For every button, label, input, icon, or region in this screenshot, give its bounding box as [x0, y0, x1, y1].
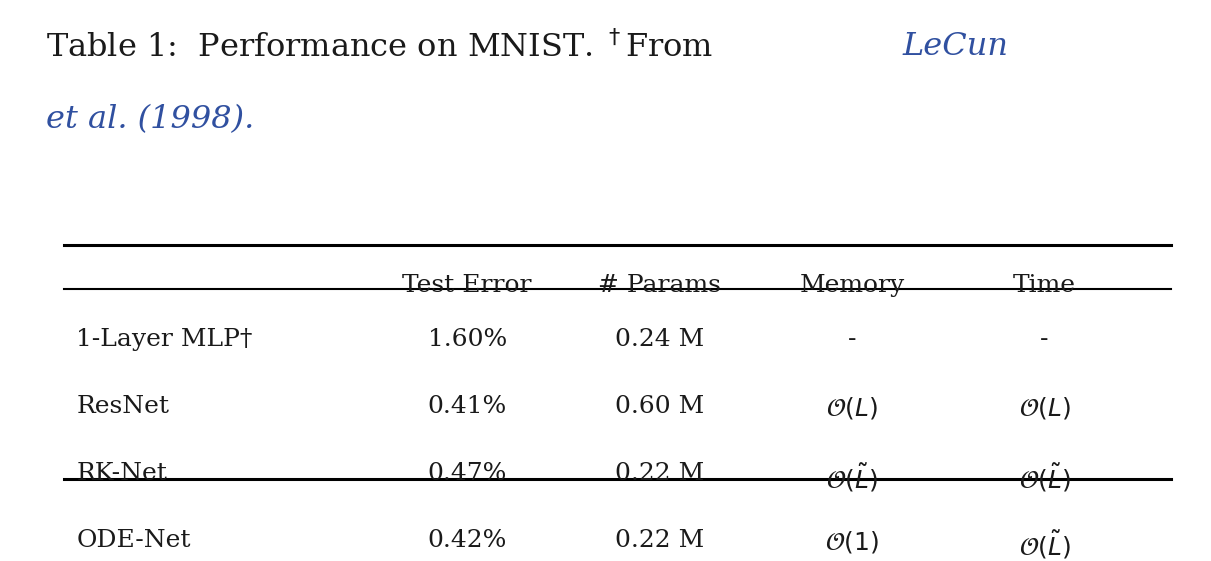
Text: 0.22 M: 0.22 M [615, 529, 705, 552]
Text: 0.24 M: 0.24 M [615, 328, 705, 351]
Text: ResNet: ResNet [76, 395, 170, 418]
Text: # Params: # Params [598, 274, 721, 297]
Text: 1-Layer MLP†: 1-Layer MLP† [76, 328, 253, 351]
Text: $\mathcal{O}(L)$: $\mathcal{O}(L)$ [826, 395, 878, 421]
Text: Table 1:  Performance on MNIST. $^\dagger$From: Table 1: Performance on MNIST. $^\dagger… [46, 31, 714, 63]
Text: $\mathcal{O}(\tilde{L})$: $\mathcal{O}(\tilde{L})$ [1018, 529, 1071, 561]
Text: RK-Net: RK-Net [76, 462, 167, 485]
Text: ODE-Net: ODE-Net [76, 529, 191, 552]
Text: Test Error: Test Error [402, 274, 532, 297]
Text: 0.47%: 0.47% [427, 462, 507, 485]
Text: 1.60%: 1.60% [427, 328, 507, 351]
Text: Time: Time [1012, 274, 1075, 297]
Text: 0.22 M: 0.22 M [615, 462, 705, 485]
Text: -: - [848, 328, 856, 351]
Text: $\mathcal{O}(\tilde{L})$: $\mathcal{O}(\tilde{L})$ [826, 462, 878, 494]
Text: $\mathcal{O}(1)$: $\mathcal{O}(1)$ [825, 529, 879, 555]
Text: 0.42%: 0.42% [427, 529, 507, 552]
Text: $\mathcal{O}(L)$: $\mathcal{O}(L)$ [1018, 395, 1071, 421]
Text: et al. (1998).: et al. (1998). [46, 104, 254, 135]
Text: Memory: Memory [799, 274, 905, 297]
Text: 0.41%: 0.41% [427, 395, 507, 418]
Text: LeCun: LeCun [902, 31, 1009, 62]
Text: $\mathcal{O}(\tilde{L})$: $\mathcal{O}(\tilde{L})$ [1018, 462, 1071, 494]
Text: 0.60 M: 0.60 M [615, 395, 705, 418]
Text: -: - [1040, 328, 1049, 351]
